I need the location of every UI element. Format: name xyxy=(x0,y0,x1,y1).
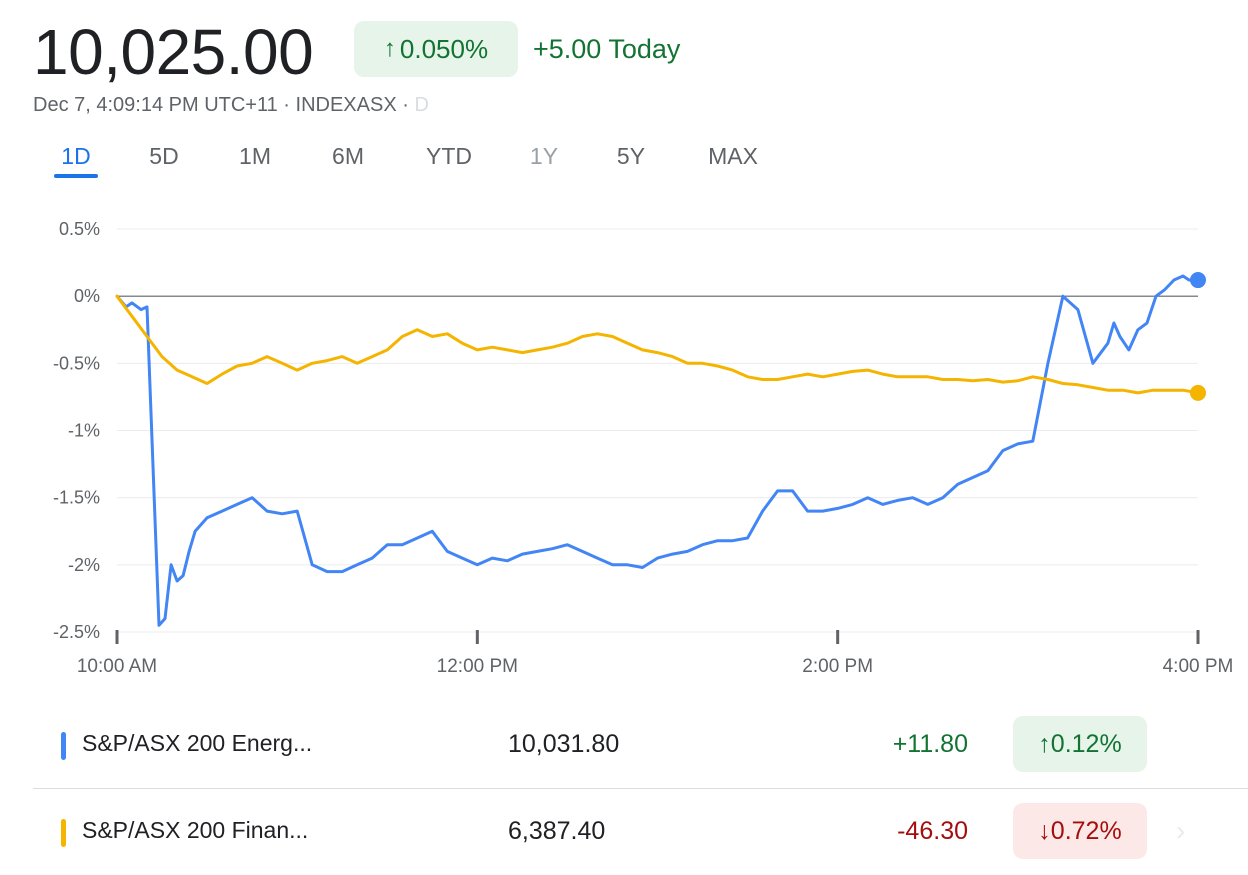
y-tick-label: 0.5% xyxy=(59,219,100,239)
x-tick-label: 2:00 PM xyxy=(802,656,873,677)
arrow-up-icon: ↑ xyxy=(383,35,396,62)
arrow-up-icon: ↑ xyxy=(1038,729,1051,758)
y-tick-label: -1.5% xyxy=(53,488,100,508)
tab-max[interactable]: MAX xyxy=(708,143,758,169)
row-name: S&P/ASX 200 Finan... xyxy=(82,817,309,843)
x-axis: 10:00 AM 12:00 PM 2:00 PM 4:00 PM xyxy=(77,630,1234,677)
tab-1y[interactable]: 1Y xyxy=(529,143,559,169)
financials-end-dot xyxy=(1190,384,1206,401)
chevron-right-icon[interactable]: › xyxy=(1176,815,1186,846)
row-change: +11.80 xyxy=(892,730,968,758)
x-tick-label: 10:00 AM xyxy=(77,656,157,677)
y-tick-label: 0% xyxy=(74,286,100,306)
y-tick-label: -2.5% xyxy=(53,622,100,642)
current-price: 10,025.00 xyxy=(33,16,314,88)
y-tick-label: -2% xyxy=(68,555,100,575)
tab-ytd[interactable]: YTD xyxy=(426,143,472,169)
chart-gridlines xyxy=(117,228,1198,633)
active-tab-indicator xyxy=(54,174,98,178)
row-percent-badge: ↑ 0.12% xyxy=(1013,716,1147,772)
tab-1d[interactable]: 1D xyxy=(61,143,91,169)
tab-5d[interactable]: 5D xyxy=(149,143,179,169)
energy-series-line xyxy=(115,274,1200,627)
quote-meta-faded: D xyxy=(414,94,429,116)
row-value: 6,387.40 xyxy=(508,817,606,845)
tab-5y[interactable]: 5Y xyxy=(616,143,646,169)
quote-meta: Dec 7, 4:09:14 PM UTC+11 · INDEXASX · D xyxy=(33,94,429,117)
y-tick-label: -1% xyxy=(68,421,100,441)
row-percent-value: 0.12% xyxy=(1050,729,1122,758)
price-chart[interactable]: 0.5% 0% -0.5% -1% -1.5% -2% -2.5% 10:00 AM 12:0… xyxy=(0,200,1248,690)
y-axis-labels: 0.5% 0% -0.5% -1% -1.5% -2% -2.5% xyxy=(53,219,100,642)
change-percent-badge: ↑ 0.050% xyxy=(354,21,518,77)
chart-series xyxy=(115,272,1206,627)
series-color-bar xyxy=(61,732,66,760)
quote-meta-text: Dec 7, 4:09:14 PM UTC+11 · INDEXASX · xyxy=(33,94,415,116)
range-tabs: 1D 5D 1M 6M YTD 1Y 5Y MAX xyxy=(0,140,900,180)
tab-6m[interactable]: 6M xyxy=(332,143,364,169)
row-percent-badge: ↓ 0.72% xyxy=(1013,803,1147,859)
row-change: -46.30 xyxy=(897,817,968,845)
arrow-down-icon: ↓ xyxy=(1038,816,1051,845)
row-value: 10,031.80 xyxy=(508,730,620,758)
row-percent-value: 0.72% xyxy=(1050,816,1122,845)
tab-1m[interactable]: 1M xyxy=(239,143,271,169)
change-today: +5.00 Today xyxy=(533,34,681,64)
y-tick-label: -0.5% xyxy=(53,353,100,373)
comparison-row-energy[interactable]: S&P/ASX 200 Energ... 10,031.80 +11.80 ↑ … xyxy=(33,702,1248,789)
comparison-row-financials[interactable]: S&P/ASX 200 Finan... 6,387.40 -46.30 ↓ 0… xyxy=(33,789,1248,875)
x-tick-label: 4:00 PM xyxy=(1163,656,1234,677)
financials-series-line xyxy=(115,294,1200,395)
change-percent-value: 0.050% xyxy=(399,33,489,64)
row-name: S&P/ASX 200 Energ... xyxy=(82,730,313,756)
series-color-bar xyxy=(61,819,66,847)
x-tick-label: 12:00 PM xyxy=(437,656,518,677)
energy-end-dot xyxy=(1190,272,1206,289)
